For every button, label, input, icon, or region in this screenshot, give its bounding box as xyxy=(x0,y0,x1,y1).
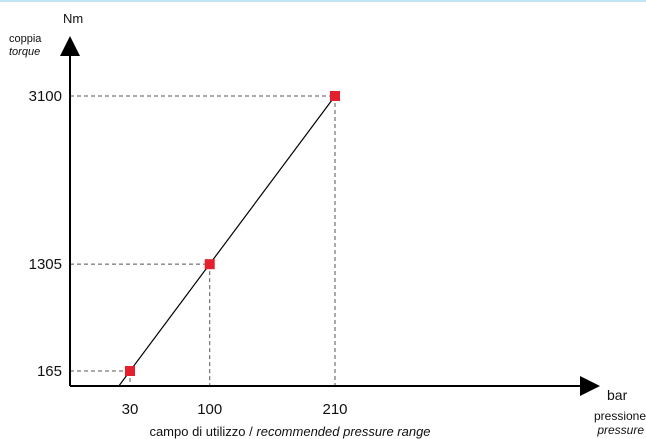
y-axis-arrow xyxy=(60,36,80,56)
y-axis-label: coppia xyxy=(9,33,42,45)
tick-labels: 30 100 210 165 1305 3100 xyxy=(29,88,348,418)
range-note-separator: / xyxy=(246,424,257,439)
series-group xyxy=(118,91,340,387)
y-axis-label-en: torque xyxy=(9,46,40,58)
x-axis-label-en: pressure xyxy=(596,423,644,437)
range-note-en: recommended pressure range xyxy=(256,424,430,439)
guide-lines xyxy=(70,95,336,386)
data-point-marker xyxy=(204,259,215,270)
x-tick-label: 100 xyxy=(197,401,222,418)
y-tick-label: 165 xyxy=(37,363,62,380)
series-line xyxy=(118,95,336,387)
range-note: campo di utilizzo / recommended pressure… xyxy=(149,424,430,439)
data-point-marker xyxy=(330,91,340,101)
header-rule xyxy=(0,0,646,2)
y-axis-unit: Nm xyxy=(63,11,83,26)
x-axis-arrow xyxy=(580,376,600,396)
range-note-it: campo di utilizzo xyxy=(149,424,245,439)
x-tick-label: 210 xyxy=(322,401,347,418)
data-point-marker xyxy=(125,366,135,376)
x-tick-label: 30 xyxy=(122,401,139,418)
y-tick-label: 1305 xyxy=(29,256,62,273)
x-axis-unit: bar xyxy=(607,387,628,403)
y-tick-label: 3100 xyxy=(29,88,62,105)
x-axis-label: pressione xyxy=(594,409,646,423)
axes xyxy=(60,36,600,396)
